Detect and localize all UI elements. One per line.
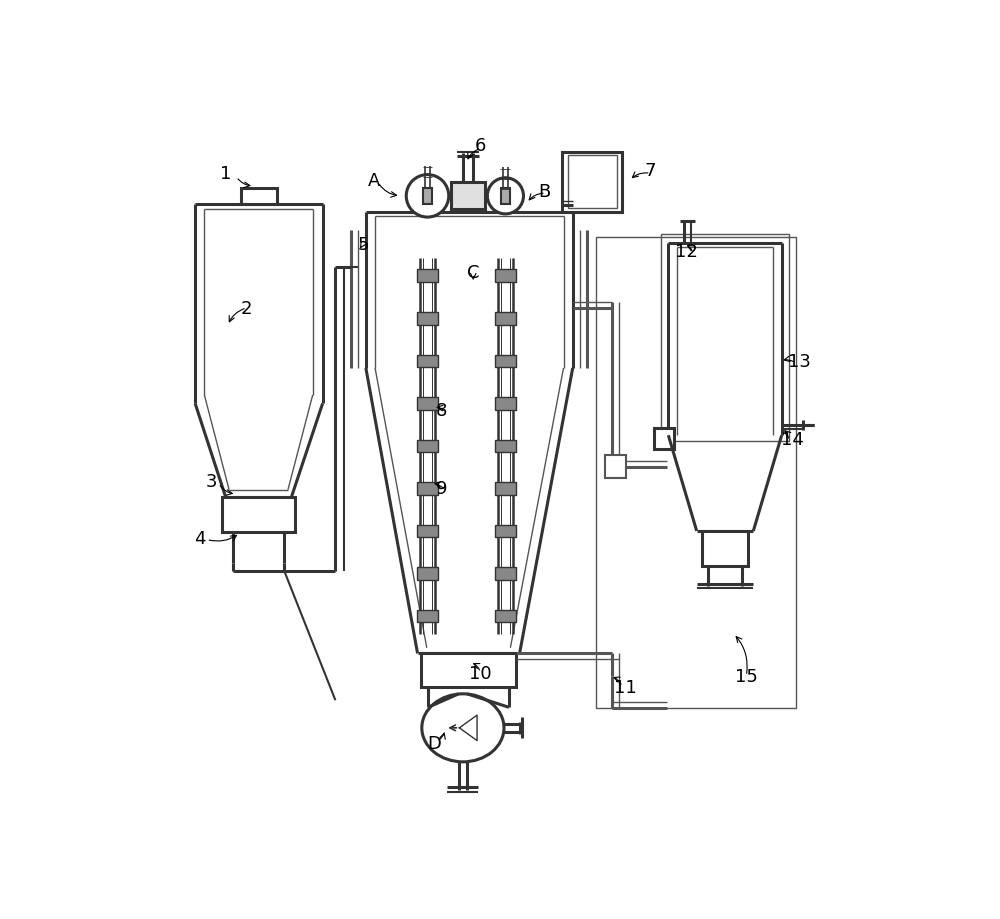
- Bar: [495, 567, 516, 580]
- Text: 2: 2: [241, 300, 253, 317]
- Text: 12: 12: [675, 243, 697, 261]
- Bar: [417, 398, 438, 410]
- Text: 7: 7: [645, 162, 656, 179]
- Text: 8: 8: [436, 402, 447, 420]
- Bar: [417, 312, 438, 325]
- Text: A: A: [368, 172, 381, 190]
- Bar: [222, 497, 295, 533]
- Bar: [423, 188, 432, 204]
- Text: 10: 10: [469, 664, 492, 682]
- Bar: [417, 355, 438, 368]
- Bar: [495, 270, 516, 283]
- Text: 15: 15: [735, 667, 758, 686]
- Text: C: C: [467, 264, 480, 282]
- Text: 11: 11: [614, 678, 637, 696]
- Bar: [241, 188, 277, 204]
- Bar: [702, 531, 748, 567]
- Bar: [417, 525, 438, 538]
- Bar: [654, 428, 674, 450]
- Text: B: B: [538, 183, 551, 200]
- Bar: [661, 235, 789, 441]
- Bar: [417, 440, 438, 453]
- Bar: [495, 482, 516, 495]
- Bar: [417, 567, 438, 580]
- Circle shape: [406, 176, 449, 218]
- Ellipse shape: [422, 694, 504, 762]
- Bar: [417, 610, 438, 622]
- Text: 9: 9: [436, 480, 447, 498]
- Bar: [451, 183, 485, 210]
- Text: 3: 3: [206, 472, 217, 491]
- Circle shape: [487, 178, 523, 215]
- Text: 6: 6: [475, 137, 486, 154]
- Bar: [605, 456, 626, 478]
- Bar: [495, 610, 516, 622]
- Text: 5: 5: [358, 236, 369, 254]
- Bar: [562, 153, 622, 213]
- Text: D: D: [428, 734, 442, 753]
- Bar: [417, 270, 438, 283]
- Bar: [421, 653, 516, 687]
- Text: 13: 13: [788, 353, 811, 370]
- Bar: [495, 355, 516, 368]
- Bar: [417, 482, 438, 495]
- Bar: [596, 238, 796, 709]
- Bar: [495, 398, 516, 410]
- Text: 4: 4: [194, 529, 205, 548]
- Text: 14: 14: [781, 430, 804, 448]
- Bar: [568, 155, 617, 209]
- Bar: [501, 188, 510, 204]
- Bar: [495, 525, 516, 538]
- Bar: [495, 440, 516, 453]
- Bar: [495, 312, 516, 325]
- Text: 1: 1: [220, 165, 231, 183]
